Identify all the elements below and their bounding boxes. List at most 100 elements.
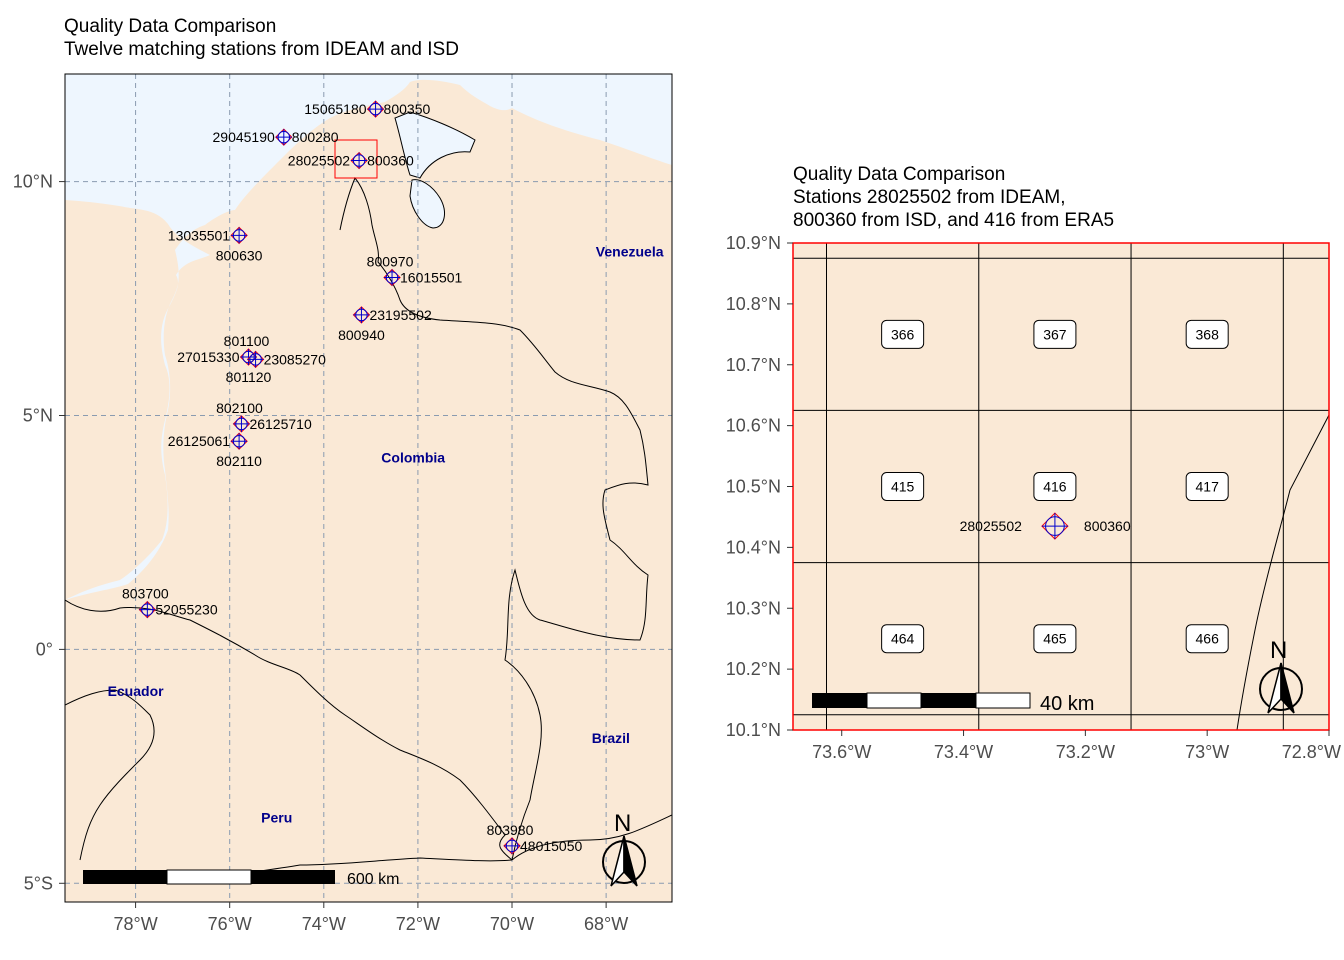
y-tick-label: 10.6°N bbox=[726, 416, 781, 436]
svg-text:416: 416 bbox=[1043, 479, 1067, 495]
svg-text:366: 366 bbox=[891, 326, 915, 342]
x-tick-label: 68°W bbox=[584, 914, 628, 934]
y-tick-label: 10.9°N bbox=[726, 233, 781, 253]
station-label-ideam: 28025502 bbox=[960, 518, 1023, 534]
station-marker bbox=[352, 306, 371, 324]
era5-cell-label: 465 bbox=[1033, 624, 1077, 654]
station-label: 23195502 bbox=[369, 307, 432, 323]
north-label: N bbox=[1270, 637, 1287, 664]
station-label: 801100 bbox=[224, 333, 270, 349]
station-label: 15065180 bbox=[304, 101, 367, 117]
station-label: 800360 bbox=[367, 153, 414, 169]
station-marker bbox=[503, 837, 521, 855]
y-tick-label: 10.2°N bbox=[726, 659, 781, 679]
right-map-panel: Quality Data Comparison Stations 2802550… bbox=[726, 164, 1341, 762]
y-tick-label: 10.3°N bbox=[726, 598, 781, 618]
country-label: Peru bbox=[261, 809, 292, 825]
station-marker bbox=[275, 128, 293, 146]
x-tick-label: 73.6°W bbox=[812, 742, 871, 762]
station-label: 29045190 bbox=[213, 129, 276, 145]
right-map-title: Quality Data Comparison bbox=[793, 164, 1005, 185]
svg-text:464: 464 bbox=[891, 631, 915, 647]
station-label: 802110 bbox=[216, 453, 262, 469]
y-tick-label: 10.5°N bbox=[726, 477, 781, 497]
station-label: 48015050 bbox=[520, 838, 583, 854]
station-label: 800630 bbox=[216, 247, 263, 263]
x-tick-label: 76°W bbox=[208, 914, 252, 934]
station-marker bbox=[138, 600, 157, 619]
svg-text:465: 465 bbox=[1043, 631, 1067, 647]
era5-cell-label: 417 bbox=[1185, 472, 1229, 501]
left-map-panel: Quality Data Comparison Twelve matching … bbox=[13, 16, 673, 934]
era5-cell-label: 368 bbox=[1185, 319, 1229, 349]
zoom-box bbox=[334, 139, 378, 179]
country-labels: Venezuela Colombia Ecuador Brazil Peru bbox=[108, 243, 664, 825]
station-label: 800970 bbox=[367, 253, 414, 269]
land-area bbox=[65, 79, 672, 902]
right-map-subtitle-line2: 800360 from ISD, and 416 from ERA5 bbox=[793, 210, 1114, 231]
lake-maracaibo bbox=[409, 179, 445, 229]
era5-cell-label: 466 bbox=[1185, 624, 1229, 654]
station-marker bbox=[230, 432, 248, 450]
y-tick-label: 10.8°N bbox=[726, 294, 781, 314]
station-marker bbox=[350, 151, 368, 170]
svg-text:367: 367 bbox=[1043, 326, 1067, 342]
era5-cell-labels: 366 367 368 415 416 417 464 465 466 bbox=[881, 319, 1229, 654]
scale-bar: 40 km bbox=[812, 692, 1094, 715]
x-tick-label: 73.4°W bbox=[934, 742, 993, 762]
graticule bbox=[65, 74, 672, 902]
station-label: 801120 bbox=[226, 369, 272, 385]
station-label: 800940 bbox=[338, 327, 385, 343]
station-label: 52055230 bbox=[155, 602, 218, 618]
era5-cell-label: 464 bbox=[881, 624, 925, 654]
station-label: 16015501 bbox=[400, 269, 463, 285]
north-arrow-icon: N bbox=[1259, 637, 1303, 714]
gulf-of-venezuela bbox=[394, 111, 476, 179]
station-label: 803700 bbox=[122, 586, 169, 602]
x-tick-label: 72°W bbox=[396, 914, 440, 934]
station-label: 800280 bbox=[292, 129, 339, 145]
station-label: 26125710 bbox=[249, 416, 312, 432]
north-arrow-icon: N bbox=[602, 810, 646, 887]
y-tick-label: 10.7°N bbox=[726, 355, 781, 375]
station-marker bbox=[232, 415, 251, 433]
stations: 15065180 800350 29045190 800280 28025502 8003… bbox=[122, 100, 583, 855]
era5-cell-label: 415 bbox=[881, 472, 925, 501]
y-tick-label: 10.4°N bbox=[726, 537, 781, 557]
era5-cell-label: 416 bbox=[1033, 472, 1077, 501]
country-borders bbox=[65, 177, 672, 881]
left-map-frame bbox=[64, 73, 673, 903]
left-map-axes: 78°W 76°W 74°W 72°W 70°W 68°W 10°N 5°N 0° 5°S bbox=[13, 172, 628, 934]
station: 28025502 800360 bbox=[960, 512, 1131, 540]
x-tick-label: 70°W bbox=[490, 914, 534, 934]
station-label: 803980 bbox=[487, 822, 534, 838]
country-label: Venezuela bbox=[596, 243, 664, 259]
x-tick-label: 73°W bbox=[1185, 742, 1229, 762]
scale-bar: 600 km bbox=[83, 869, 399, 888]
x-tick-label: 78°W bbox=[113, 914, 157, 934]
y-tick-label: 10.1°N bbox=[726, 720, 781, 740]
country-label: Brazil bbox=[592, 730, 630, 746]
station-label: 26125061 bbox=[168, 433, 231, 449]
y-tick-label: 5°N bbox=[23, 405, 53, 425]
svg-text:368: 368 bbox=[1196, 326, 1220, 342]
station-marker bbox=[1041, 512, 1069, 540]
right-map-axes: 73.6°W 73.4°W 73.2°W 73°W 72.8°W 10.9°N 10.8°N… bbox=[726, 233, 1341, 762]
x-tick-label: 73.2°W bbox=[1056, 742, 1115, 762]
station-label: 27015330 bbox=[177, 349, 240, 365]
right-map-subtitle-line1: Stations 28025502 from IDEAM, bbox=[793, 187, 1065, 208]
north-label: N bbox=[614, 810, 631, 837]
station-marker bbox=[230, 226, 248, 245]
era5-cell-label: 366 bbox=[881, 319, 925, 349]
country-label: Colombia bbox=[381, 449, 445, 465]
era5-grid bbox=[793, 243, 1329, 730]
y-tick-label: 10°N bbox=[13, 172, 53, 192]
station-label: 13035501 bbox=[168, 227, 231, 243]
left-map-title: Quality Data Comparison bbox=[64, 16, 276, 37]
y-tick-label: 5°S bbox=[24, 873, 53, 893]
station-marker bbox=[246, 350, 265, 369]
station-label-isd: 800360 bbox=[1084, 518, 1131, 534]
x-tick-label: 74°W bbox=[302, 914, 346, 934]
station-label: 23085270 bbox=[264, 351, 327, 367]
